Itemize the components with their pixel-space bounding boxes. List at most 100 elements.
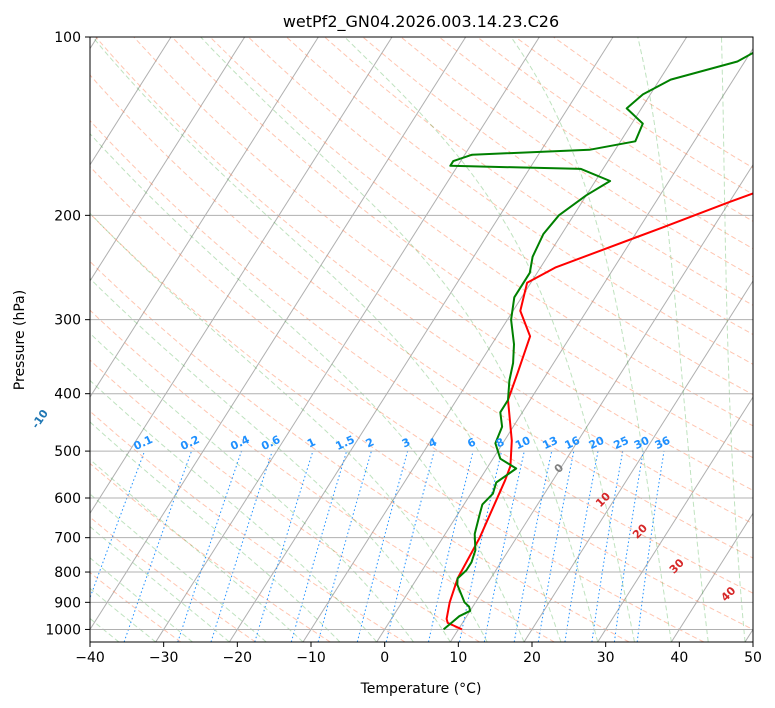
y-tick-label: 400: [54, 387, 81, 403]
dry-adiabat-line: [90, 74, 753, 559]
mixing-ratio-label: 3: [400, 435, 412, 450]
mixing-ratio-line: [513, 450, 553, 642]
mixing-ratio-line: [385, 450, 435, 642]
mixing-ratio-label: 0.6: [259, 433, 282, 453]
mixing-ratio-line: [428, 450, 474, 642]
chart-title: wetPf2_GN04.2026.003.14.23.C26: [283, 12, 559, 32]
moist-adiabat-line: [90, 332, 414, 642]
y-tick-label: 100: [54, 30, 81, 46]
x-tick-label: −20: [223, 650, 253, 666]
moist-adiabat-line: [90, 557, 193, 642]
x-tick-label: 30: [597, 650, 615, 666]
mixing-ratio-line: [90, 450, 146, 600]
mixing-ratio-label: 25: [612, 434, 631, 452]
mixing-ratio-line: [483, 450, 525, 642]
isotherm-line: [90, 37, 172, 166]
moist-adiabat-line: [90, 587, 157, 642]
x-tick-label: 50: [744, 650, 762, 666]
dry-adiabat-line: [476, 37, 753, 222]
y-tick-label: 200: [54, 208, 81, 224]
dry-adiabat-line: [90, 359, 480, 642]
mixing-ratio-label: 0.1: [132, 433, 155, 453]
moist-adiabat-line: [200, 37, 599, 642]
dry-adiabat-line: [95, 37, 753, 525]
x-tick-label: 20: [523, 650, 541, 666]
moist-adiabat-line: [344, 37, 635, 642]
moist-adiabat-line: [92, 37, 562, 642]
dry-adiabat-line: [247, 37, 753, 396]
dry-adiabat-line: [90, 309, 555, 642]
mixing-ratio-label: 10: [513, 434, 533, 452]
x-axis-ticks: −40 −30 −20 −10 0 10 20 30 40 50: [75, 642, 762, 666]
isotherm-line: [228, 37, 614, 642]
mixing-ratio-line: [459, 450, 503, 642]
dry-adiabat-line: [171, 37, 753, 459]
mixing-ratio-line: [537, 451, 575, 642]
dry-adiabat-line: [90, 212, 705, 642]
moist-adiabat-line: [90, 132, 525, 642]
moist-adiabat-line: [90, 525, 230, 642]
dry-adiabat-line: [362, 37, 753, 306]
y-tick-label: 1000: [45, 622, 81, 638]
isotherm-line: [90, 37, 393, 515]
mixing-ratio-label: 13: [541, 434, 560, 452]
mixing-ratio-line: [613, 451, 644, 642]
mixing-ratio-line: [254, 450, 314, 642]
dry-adiabat-label: -10: [29, 407, 51, 431]
x-tick-label: 10: [449, 650, 467, 666]
mixing-ratio-line: [290, 450, 348, 642]
x-tick-label: −10: [296, 650, 326, 666]
dry-adiabat-line: [553, 37, 753, 169]
moist-adiabat-line: [90, 421, 341, 642]
mixing-ratio-label: 30: [632, 434, 652, 452]
moist-adiabat-line: [90, 212, 488, 642]
isotherm-line: [302, 37, 688, 642]
isotherm-line: [155, 37, 540, 642]
x-tick-label: 0: [380, 650, 389, 666]
mixing-ratio-label: 16: [563, 434, 583, 452]
dry-adiabat-line: [90, 165, 753, 630]
y-tick-label: 800: [54, 565, 81, 581]
moist-adiabat-label: 20: [630, 521, 650, 541]
background-lines: [90, 37, 753, 642]
moist-adiabat-line: [721, 37, 746, 642]
mixing-ratio-label: 8: [494, 435, 506, 450]
mixing-ratio-line: [123, 450, 192, 642]
mixing-ratio-label: 0.4: [228, 433, 251, 453]
y-tick-label: 500: [54, 444, 81, 460]
moist-adiabat-label: 10: [593, 490, 613, 510]
mixing-ratio-label: 4: [427, 435, 440, 450]
y-tick-label: 900: [54, 595, 81, 611]
dry-adiabat-line: [209, 37, 753, 427]
mixing-ratio-line: [564, 451, 599, 642]
mixing-ratio-label: 2: [364, 435, 376, 450]
dry-adiabat-line: [90, 260, 630, 642]
y-tick-label: 600: [54, 491, 81, 507]
plot-frame: [89, 36, 754, 643]
y-axis-label: Pressure (hPa): [12, 290, 28, 390]
isotherm-line: [597, 396, 753, 642]
mixing-ratio-label: 20: [587, 434, 607, 452]
moist-adiabat-line: [90, 493, 267, 642]
dry-adiabat-line: [90, 410, 406, 642]
moist-adiabat-line: [637, 37, 709, 642]
mixing-ratio-line: [356, 450, 409, 642]
isotherm-line: [90, 37, 246, 282]
y-tick-label: 700: [54, 531, 81, 547]
dry-adiabat-line: [90, 516, 256, 642]
profile-lines: [442, 51, 753, 631]
dewpoint-profile-line: [442, 51, 753, 631]
moist-adiabat-line: [90, 379, 378, 642]
y-axis-ticks: 100 200 300 400 500 600 700 800 900 1000: [45, 30, 90, 638]
mixing-ratio-label: 1: [305, 435, 317, 450]
moist-adiabat-label: 30: [667, 556, 687, 576]
dry-adiabat-line: [400, 37, 753, 278]
isotherm-line: [523, 280, 753, 642]
isotherm-line: [449, 163, 753, 642]
dry-adiabat-line: [90, 119, 753, 594]
moist-adiabat-line: [90, 277, 451, 642]
mixing-ratio-label: 1.5: [334, 433, 357, 453]
mixing-ratio-label: 0.2: [178, 433, 201, 453]
temperature-profile-line: [445, 192, 753, 631]
mixing-ratio-line: [210, 450, 273, 642]
